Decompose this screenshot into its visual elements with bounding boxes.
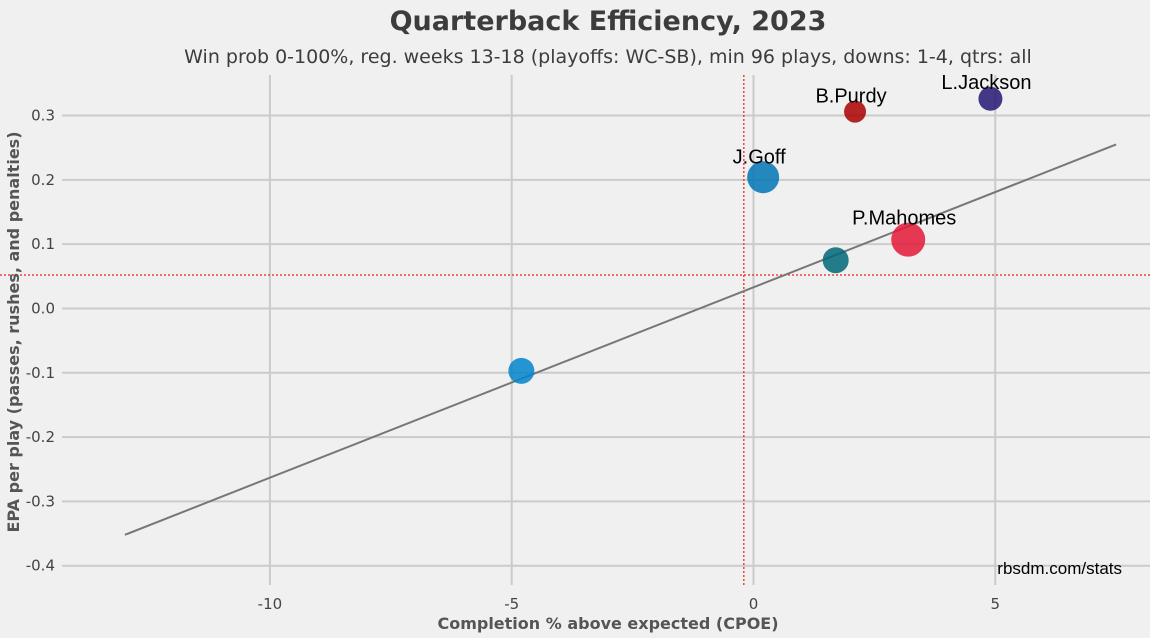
x-axis-label: Completion % above expected (CPOE) <box>437 614 778 633</box>
data-point <box>844 100 867 123</box>
y-tick-label: -0.1 <box>26 364 55 382</box>
y-tick-label: 0.0 <box>31 299 55 317</box>
data-point <box>891 222 926 257</box>
y-tick-label: -0.2 <box>26 428 55 446</box>
y-tick-labels: -0.4 -0.3 -0.2 -0.1 0.0 0.1 0.2 0.3 <box>26 107 55 575</box>
chart-title: Quarterback Efficiency, 2023 <box>390 6 827 37</box>
x-tick-label: 0 <box>749 595 759 613</box>
data-points <box>508 86 1003 384</box>
point-label: B.Purdy <box>815 86 886 108</box>
y-tick-label: 0.1 <box>31 235 55 253</box>
credit-text: rbsdm.com/stats <box>997 559 1122 578</box>
point-label: J.Goff <box>733 146 786 168</box>
data-point <box>747 161 780 194</box>
chart-subtitle: Win prob 0-100%, reg. weeks 13-18 (playo… <box>184 46 1032 68</box>
x-tick-label: -10 <box>258 595 283 613</box>
y-tick-label: 0.3 <box>31 107 55 125</box>
y-axis-label: EPA per play (passes, rushes, and penalt… <box>4 131 23 532</box>
x-tick-label: 5 <box>990 595 1000 613</box>
data-point <box>978 86 1003 111</box>
y-tick-label: -0.4 <box>26 557 55 575</box>
gridlines <box>62 75 1150 585</box>
point-label: L.Jackson <box>941 72 1031 94</box>
trend-line <box>124 143 1117 536</box>
data-point <box>822 247 849 274</box>
trend-line-group <box>124 143 1117 536</box>
x-tick-label: -5 <box>504 595 519 613</box>
y-tick-label: 0.2 <box>31 171 55 189</box>
reference-lines <box>0 75 1150 585</box>
point-labels: L.Jackson B.Purdy J.Goff P.Mahomes <box>733 72 1032 230</box>
point-label: P.Mahomes <box>852 208 956 230</box>
data-point <box>508 357 535 384</box>
x-tick-labels: -10 -5 0 5 <box>258 595 1000 613</box>
y-tick-label: -0.3 <box>26 492 55 510</box>
